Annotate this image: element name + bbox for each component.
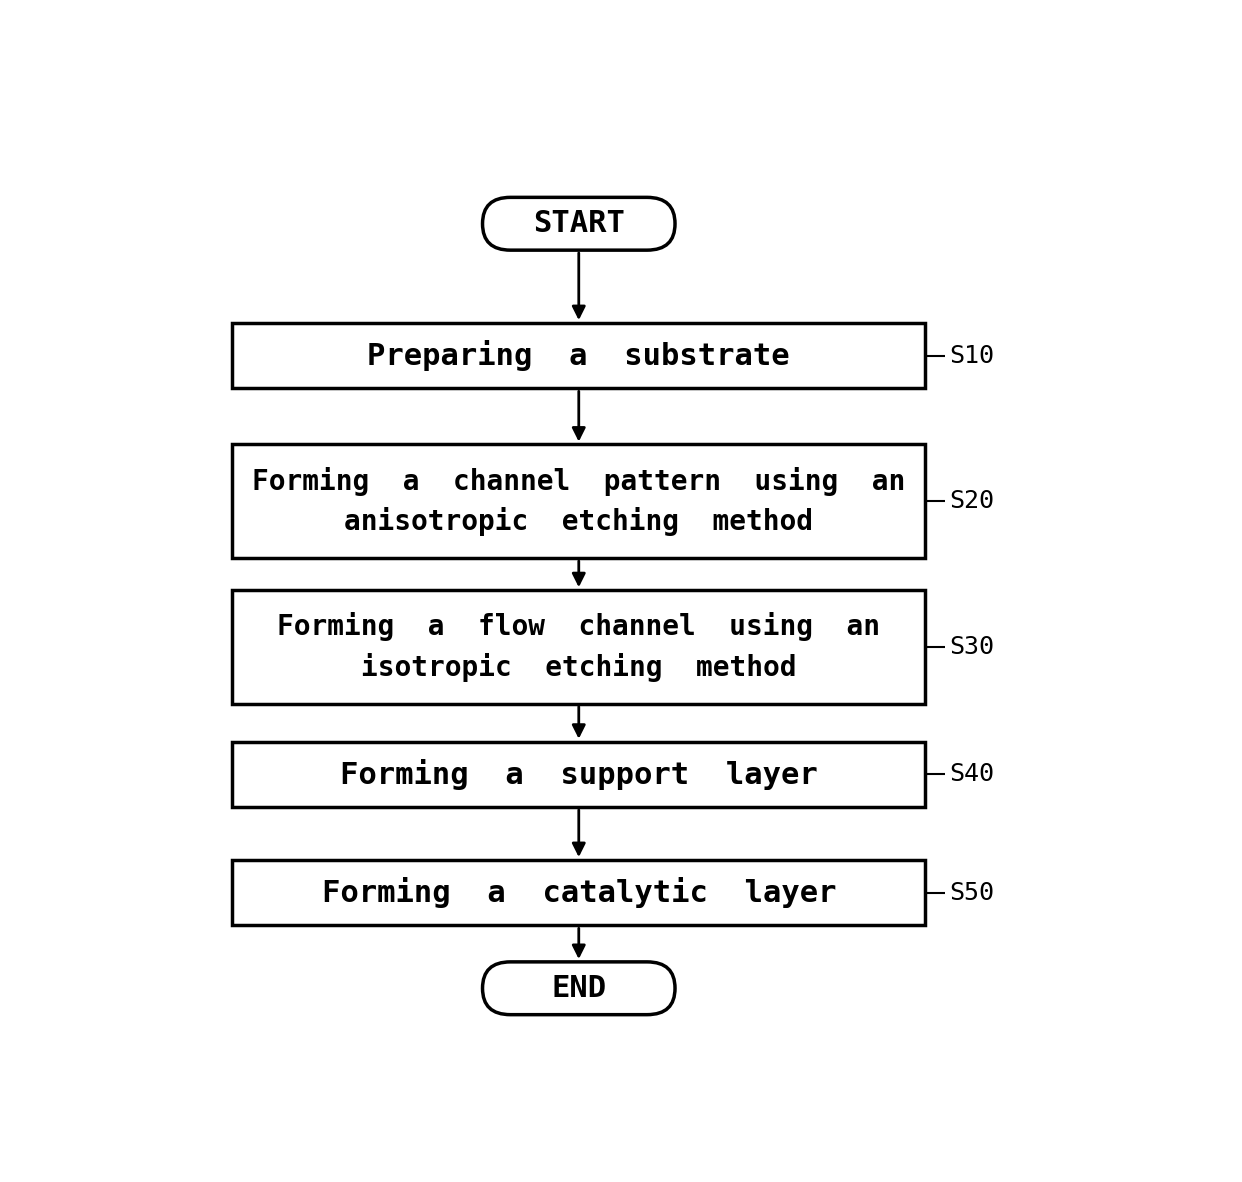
Bar	[232, 590, 925, 703]
Bar	[232, 741, 925, 807]
FancyBboxPatch shape	[482, 197, 676, 251]
Bar	[232, 444, 925, 558]
Bar	[232, 323, 925, 389]
Text: Forming  a  flow  channel  using  an
isotropic  etching  method: Forming a flow channel using an isotropi…	[277, 612, 881, 682]
Text: START: START	[533, 209, 625, 239]
Text: Forming  a  support  layer: Forming a support layer	[340, 759, 817, 790]
Text: END: END	[551, 974, 606, 1002]
Text: Forming  a  catalytic  layer: Forming a catalytic layer	[322, 877, 836, 908]
FancyBboxPatch shape	[482, 962, 676, 1014]
Text: S10: S10	[949, 344, 995, 368]
Text: S20: S20	[949, 489, 995, 513]
Text: S40: S40	[949, 762, 995, 786]
Bar	[232, 860, 925, 926]
Text: S50: S50	[949, 881, 995, 904]
Text: Forming  a  channel  pattern  using  an
anisotropic  etching  method: Forming a channel pattern using an aniso…	[252, 467, 905, 537]
Text: S30: S30	[949, 635, 995, 660]
Text: Preparing  a  substrate: Preparing a substrate	[368, 340, 790, 371]
